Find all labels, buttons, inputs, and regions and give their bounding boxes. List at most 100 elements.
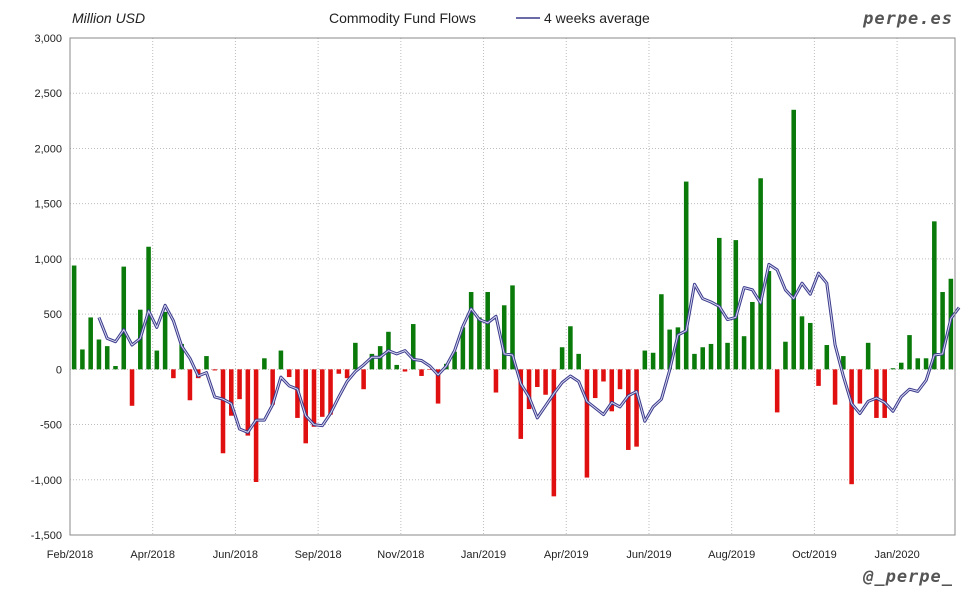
x-tick-label: Feb/2018: [47, 549, 93, 561]
flow-bar: [758, 178, 763, 370]
flow-bar: [584, 369, 590, 478]
flow-bar: [212, 369, 218, 371]
chart-title: Commodity Fund Flows: [329, 10, 476, 26]
y-tick-label: -1,000: [31, 475, 62, 487]
flow-bar: [725, 342, 730, 370]
flow-bar: [187, 369, 193, 401]
x-tick-label: Jan/2019: [461, 549, 506, 561]
flow-bar: [394, 364, 399, 370]
flow-bar: [576, 353, 581, 370]
flow-bar: [162, 311, 168, 370]
flow-bar: [485, 292, 490, 370]
flow-bar: [717, 237, 722, 370]
flow-bar: [452, 351, 457, 370]
flow-bar: [626, 369, 631, 450]
flow-bar: [146, 246, 151, 370]
flow-bar: [634, 369, 639, 447]
brand-watermark: perpe.es: [862, 9, 953, 29]
flow-bar: [319, 369, 325, 417]
x-tick-label: Sep/2018: [295, 549, 342, 561]
flow-bar: [245, 369, 251, 436]
flow-bar: [543, 369, 548, 395]
flow-bar: [278, 350, 284, 370]
flow-bar: [427, 369, 433, 370]
flow-bar: [791, 109, 796, 370]
y-tick-label: -500: [40, 420, 62, 432]
flow-bar: [824, 345, 830, 370]
flow-bar: [816, 369, 821, 386]
social-handle: @_perpe_: [862, 567, 953, 587]
flow-bar: [832, 369, 838, 405]
flow-bar: [510, 285, 515, 370]
flow-bar: [915, 358, 921, 370]
flow-bar: [402, 369, 408, 372]
y-tick-label: -1,500: [31, 530, 62, 542]
y-tick-label: 500: [44, 309, 62, 321]
flow-bar: [171, 369, 176, 379]
flow-bar: [104, 346, 110, 370]
x-tick-label: Aug/2019: [708, 549, 755, 561]
flow-bar: [568, 326, 573, 370]
flow-bar: [750, 301, 755, 370]
flow-bar: [609, 369, 615, 412]
flow-bar: [857, 369, 863, 404]
axes: 3,000 2,500 2,000 1,500 1,000 500 0 -500 -1,000 -…: [31, 33, 956, 561]
flow-bar: [121, 266, 127, 370]
average-line-series: [97, 262, 961, 434]
y-tick-label: 1,500: [34, 199, 62, 211]
x-tick-label: Oct/2019: [792, 549, 837, 561]
y-tick-label: 2,000: [34, 143, 62, 155]
x-tick-label: Nov/2018: [377, 549, 424, 561]
bar-series: [71, 109, 954, 497]
flow-bar: [849, 369, 854, 485]
flow-bar: [336, 369, 342, 374]
flow-bar: [311, 369, 317, 427]
legend-label-average: 4 weeks average: [544, 10, 650, 26]
flow-bar: [477, 317, 482, 370]
flow-bar: [270, 369, 275, 405]
flow-bar: [865, 342, 871, 370]
x-tick-label: Jun/2018: [213, 549, 258, 561]
flow-bar: [650, 352, 656, 370]
flow-bar: [113, 366, 118, 370]
flow-bar: [419, 369, 424, 376]
flow-bar: [154, 350, 160, 370]
flow-bar: [229, 369, 234, 416]
flow-bar: [526, 369, 532, 410]
flow-bar: [882, 369, 887, 418]
flow-bar: [468, 292, 474, 370]
flow-bar: [923, 358, 929, 370]
flow-bar: [741, 336, 747, 370]
flow-bar: [80, 349, 85, 370]
flow-bar: [807, 322, 813, 370]
flow-bar: [898, 362, 904, 370]
flow-bar: [361, 369, 366, 390]
flow-bar: [369, 353, 375, 370]
flow-bar: [642, 350, 648, 370]
flow-bar: [435, 369, 441, 404]
flow-bar: [303, 369, 308, 444]
flow-bar: [783, 341, 788, 370]
flow-bar: [683, 181, 689, 370]
flow-bar: [932, 221, 937, 370]
x-tick-label: Jan/2020: [874, 549, 919, 561]
flow-bar: [71, 265, 77, 370]
flow-bar: [204, 356, 209, 370]
flow-bar: [518, 369, 524, 439]
y-tick-label: 2,500: [34, 88, 62, 100]
flow-bar: [493, 369, 499, 393]
flow-bar: [692, 353, 697, 370]
flow-bar: [667, 329, 672, 370]
unit-label: Million USD: [72, 10, 145, 26]
flow-bar: [353, 342, 358, 370]
flow-bar: [501, 305, 507, 370]
x-tick-label: Apr/2018: [130, 549, 175, 561]
flow-bar: [220, 369, 226, 454]
flow-bar: [874, 369, 879, 418]
x-tick-label: Apr/2019: [544, 549, 589, 561]
flow-bar: [774, 369, 780, 413]
x-tick-label: Jun/2019: [626, 549, 671, 561]
flow-bar: [535, 369, 540, 388]
